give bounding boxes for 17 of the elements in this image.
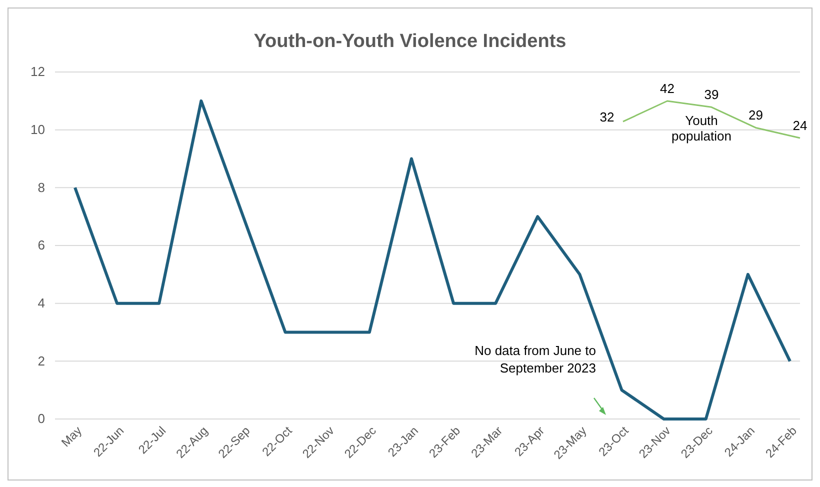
- y-tick-label: 4: [38, 295, 45, 310]
- data-label: 32: [600, 110, 614, 125]
- y-tick-label: 10: [30, 122, 45, 137]
- annotation: Youth population: [672, 113, 732, 144]
- x-tick-label: May: [58, 424, 84, 450]
- y-tick-label: 0: [38, 411, 45, 426]
- y-tick-label: 8: [38, 180, 45, 195]
- y-tick-label: 12: [30, 64, 45, 80]
- chart-title: Youth-on-Youth Violence Incidents: [254, 31, 566, 52]
- data-label: 29: [748, 108, 763, 123]
- data-label: 24: [792, 118, 808, 133]
- data-label: 39: [704, 87, 719, 102]
- data-label: 42: [660, 81, 674, 96]
- annotation: No data from June to September 2023: [474, 343, 596, 376]
- line-series: [74, 99, 792, 420]
- y-tick-label: 2: [38, 353, 45, 368]
- y-tick-label: 6: [38, 238, 45, 253]
